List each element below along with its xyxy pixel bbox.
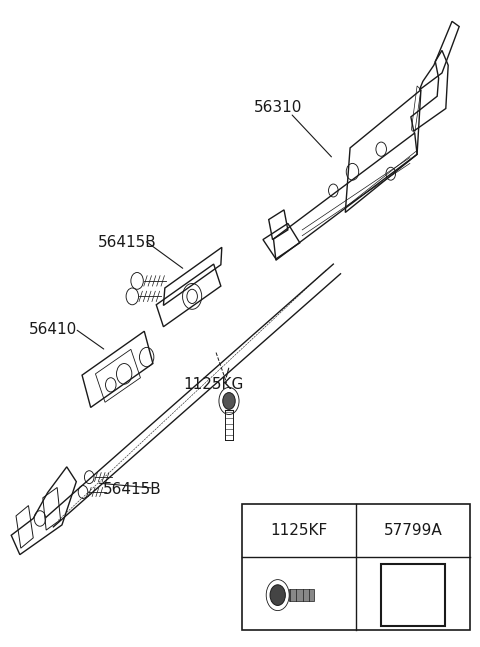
Bar <box>381 564 445 626</box>
Text: 56310: 56310 <box>254 100 302 115</box>
Text: 1125KG: 1125KG <box>183 377 244 392</box>
Bar <box>242 504 470 630</box>
Text: 1125KF: 1125KF <box>271 523 328 538</box>
Circle shape <box>223 393 235 410</box>
Text: 56410: 56410 <box>29 322 77 338</box>
Circle shape <box>270 585 285 606</box>
Text: 56415B: 56415B <box>103 482 162 497</box>
Text: 57799A: 57799A <box>384 523 442 538</box>
Bar <box>289 589 314 601</box>
Text: 56415B: 56415B <box>98 236 157 250</box>
